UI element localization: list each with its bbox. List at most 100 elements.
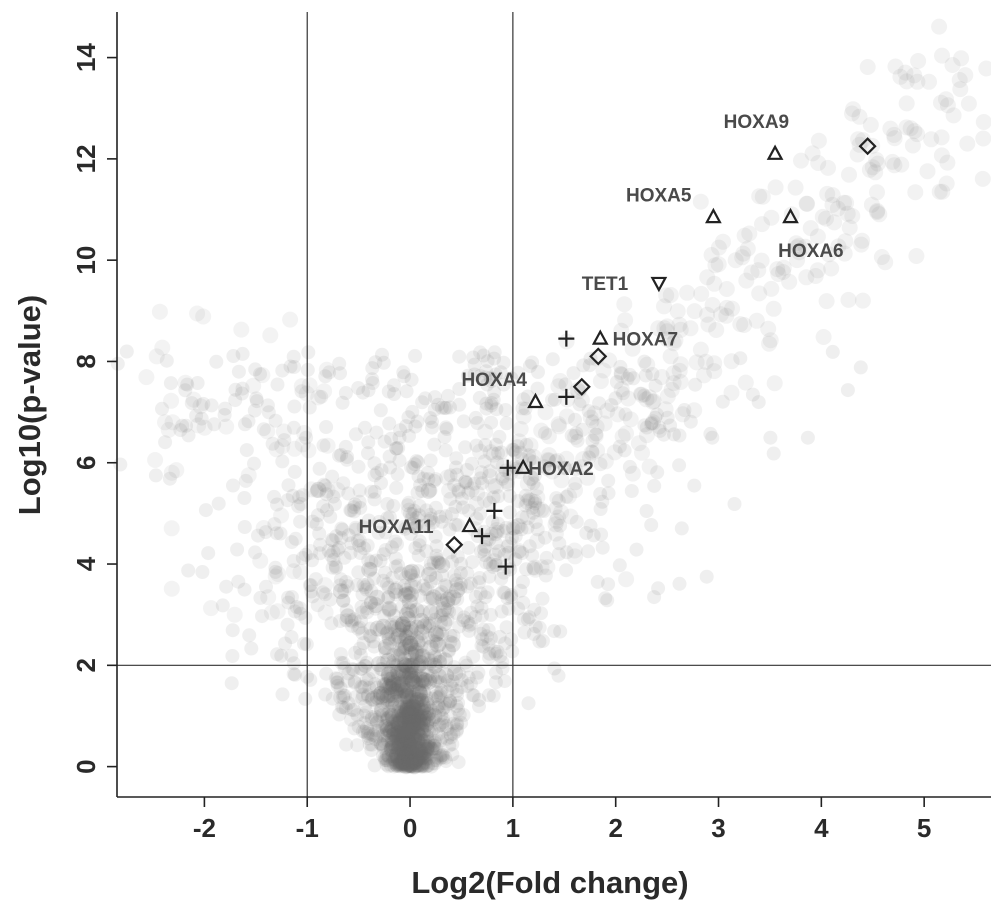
background-point bbox=[498, 403, 513, 417]
background-point bbox=[396, 736, 411, 751]
background-point bbox=[392, 699, 409, 716]
background-point bbox=[280, 493, 295, 508]
background-point bbox=[416, 695, 431, 710]
background-point bbox=[405, 753, 420, 768]
background-point bbox=[845, 101, 862, 118]
background-point bbox=[595, 494, 610, 509]
y-axis-label: Log10(p-value) bbox=[12, 295, 47, 515]
background-point bbox=[332, 583, 349, 600]
background-point bbox=[423, 511, 438, 526]
background-point bbox=[745, 387, 760, 402]
background-point bbox=[392, 645, 407, 660]
background-point bbox=[679, 284, 696, 301]
background-point bbox=[596, 415, 613, 432]
background-point bbox=[408, 694, 425, 711]
background-point bbox=[209, 354, 224, 369]
background-point bbox=[388, 682, 403, 697]
background-point bbox=[639, 504, 654, 518]
background-point bbox=[397, 638, 414, 655]
background-point bbox=[533, 501, 550, 518]
background-point bbox=[405, 728, 420, 742]
background-point bbox=[275, 363, 290, 378]
background-point bbox=[683, 414, 698, 429]
background-point bbox=[403, 736, 418, 751]
background-point bbox=[428, 529, 443, 544]
background-point bbox=[400, 705, 417, 722]
background-point bbox=[416, 709, 433, 726]
background-point bbox=[380, 625, 395, 640]
background-point bbox=[397, 659, 412, 674]
background-point bbox=[909, 73, 926, 90]
background-point bbox=[416, 519, 431, 533]
background-point bbox=[230, 542, 245, 557]
triangle-marker bbox=[591, 329, 609, 345]
plus-marker bbox=[558, 330, 575, 347]
background-point bbox=[402, 670, 419, 687]
background-point bbox=[396, 746, 413, 763]
background-point bbox=[898, 119, 915, 136]
background-point bbox=[390, 749, 407, 766]
background-point bbox=[439, 422, 454, 436]
background-point bbox=[405, 699, 422, 716]
background-point bbox=[486, 490, 501, 505]
background-point bbox=[332, 578, 347, 593]
background-point bbox=[672, 374, 689, 390]
background-point bbox=[931, 18, 948, 35]
background-point bbox=[379, 747, 394, 762]
background-point bbox=[667, 332, 684, 349]
background-point bbox=[658, 287, 675, 304]
background-point bbox=[435, 607, 450, 622]
background-point bbox=[397, 730, 413, 747]
background-point bbox=[638, 368, 653, 383]
background-point bbox=[497, 674, 512, 689]
background-point bbox=[375, 618, 392, 635]
background-point bbox=[569, 426, 584, 441]
background-point bbox=[645, 393, 662, 410]
background-point bbox=[410, 759, 425, 773]
background-point bbox=[424, 654, 439, 669]
background-point bbox=[377, 639, 394, 656]
background-point bbox=[526, 505, 541, 520]
background-point bbox=[391, 758, 406, 773]
background-point bbox=[431, 689, 446, 704]
background-point bbox=[443, 727, 458, 742]
background-point bbox=[383, 742, 398, 757]
background-point bbox=[414, 727, 429, 742]
triangle-marker bbox=[527, 392, 544, 409]
background-point bbox=[399, 742, 416, 759]
background-point bbox=[975, 130, 991, 147]
background-point bbox=[301, 377, 318, 394]
background-point bbox=[450, 687, 465, 702]
background-point bbox=[487, 385, 502, 400]
background-point bbox=[886, 157, 903, 174]
background-point bbox=[383, 460, 397, 475]
background-point bbox=[400, 688, 417, 705]
background-point bbox=[443, 545, 457, 560]
background-point bbox=[450, 592, 465, 607]
background-point bbox=[741, 225, 758, 242]
background-point bbox=[409, 669, 424, 684]
background-point bbox=[364, 484, 379, 499]
background-point bbox=[436, 748, 451, 763]
background-point bbox=[616, 296, 633, 313]
background-point bbox=[393, 423, 408, 438]
background-point bbox=[443, 695, 458, 710]
background-point bbox=[305, 553, 319, 568]
background-point bbox=[429, 539, 444, 554]
background-point bbox=[341, 666, 356, 681]
background-point bbox=[245, 377, 262, 394]
background-point bbox=[195, 565, 210, 579]
background-point bbox=[887, 58, 904, 75]
y-tick-label: 10 bbox=[71, 246, 101, 275]
background-point bbox=[463, 676, 478, 691]
background-point bbox=[431, 555, 446, 570]
background-point bbox=[490, 644, 505, 659]
background-point bbox=[450, 716, 465, 731]
background-point bbox=[410, 659, 425, 674]
background-point bbox=[521, 492, 536, 506]
background-point bbox=[356, 385, 370, 400]
background-point bbox=[406, 752, 421, 767]
background-point bbox=[296, 425, 313, 441]
background-point bbox=[393, 711, 410, 728]
background-point bbox=[485, 478, 502, 494]
